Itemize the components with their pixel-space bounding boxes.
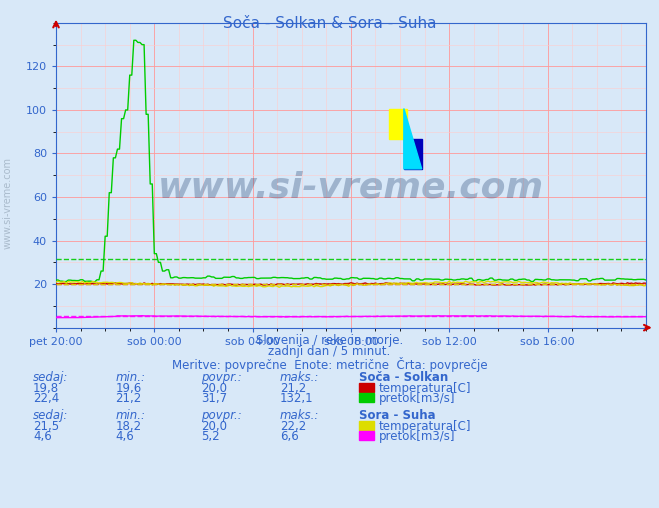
Text: 21,2: 21,2 (115, 392, 142, 405)
Text: maks.:: maks.: (280, 371, 320, 384)
Text: Soča - Solkan & Sora - Suha: Soča - Solkan & Sora - Suha (223, 16, 436, 31)
Text: maks.:: maks.: (280, 409, 320, 422)
Text: 21,5: 21,5 (33, 420, 59, 433)
Text: pretok[m3/s]: pretok[m3/s] (379, 392, 455, 405)
Text: 20,0: 20,0 (201, 420, 227, 433)
Text: 31,7: 31,7 (201, 392, 227, 405)
Text: 6,6: 6,6 (280, 430, 299, 443)
Text: sedaj:: sedaj: (33, 409, 69, 422)
Text: www.si-vreme.com: www.si-vreme.com (3, 157, 13, 249)
Text: 21,2: 21,2 (280, 382, 306, 395)
Text: 4,6: 4,6 (33, 430, 51, 443)
Text: 22,4: 22,4 (33, 392, 59, 405)
Text: pretok[m3/s]: pretok[m3/s] (379, 430, 455, 443)
Text: 20,0: 20,0 (201, 382, 227, 395)
Text: temperatura[C]: temperatura[C] (379, 382, 471, 395)
Text: povpr.:: povpr.: (201, 371, 242, 384)
Text: min.:: min.: (115, 371, 146, 384)
Text: 19,6: 19,6 (115, 382, 142, 395)
Text: www.si-vreme.com: www.si-vreme.com (158, 171, 544, 204)
Text: Slovenija / reke in morje.: Slovenija / reke in morje. (256, 334, 403, 347)
Text: min.:: min.: (115, 409, 146, 422)
Polygon shape (404, 109, 422, 169)
Text: 18,2: 18,2 (115, 420, 142, 433)
Text: 5,2: 5,2 (201, 430, 219, 443)
Text: sedaj:: sedaj: (33, 371, 69, 384)
Bar (404, 139, 422, 169)
Text: 22,2: 22,2 (280, 420, 306, 433)
Bar (389, 109, 407, 139)
Text: povpr.:: povpr.: (201, 409, 242, 422)
Text: 4,6: 4,6 (115, 430, 134, 443)
Text: Sora - Suha: Sora - Suha (359, 409, 436, 422)
Text: Soča - Solkan: Soča - Solkan (359, 371, 448, 384)
Text: 19,8: 19,8 (33, 382, 59, 395)
Text: zadnji dan / 5 minut.: zadnji dan / 5 minut. (268, 345, 391, 359)
Text: 132,1: 132,1 (280, 392, 314, 405)
Text: temperatura[C]: temperatura[C] (379, 420, 471, 433)
Text: Meritve: povprečne  Enote: metrične  Črta: povprečje: Meritve: povprečne Enote: metrične Črta:… (172, 357, 487, 372)
